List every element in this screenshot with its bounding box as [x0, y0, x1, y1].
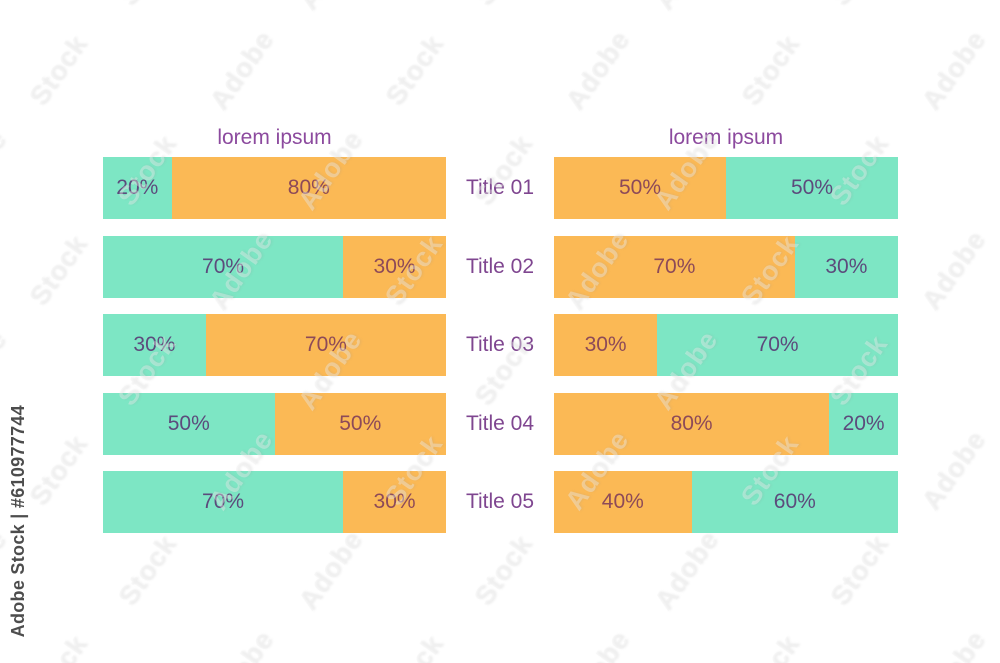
watermark-tile: Stock: [735, 29, 805, 111]
bar-segment-orange: 80%: [171, 157, 446, 219]
bar-segment-orange: 80%: [554, 392, 830, 455]
segment-value-label: 70%: [202, 490, 245, 513]
segment-value-label: 20%: [116, 176, 159, 199]
row-label: Title 01: [465, 176, 535, 199]
watermark-tile: Adobe: [203, 25, 279, 116]
segment-value-label: 40%: [601, 490, 644, 513]
bar-row: 80% 20%: [554, 392, 898, 455]
watermark-tile: Adobe: [915, 25, 991, 116]
left-chart-title: lorem ipsum: [217, 126, 332, 149]
segment-value-label: 30%: [373, 490, 416, 513]
watermark-tile: Adobe: [559, 625, 635, 663]
bar-segment-orange: 30%: [554, 314, 658, 376]
bar-row: 30% 70%: [554, 314, 898, 376]
watermark-tile: Adobe: [915, 425, 991, 516]
watermark-tile: Adobe: [292, 525, 368, 616]
watermark-tile: Stock: [735, 629, 805, 663]
bar-row: 20% 80%: [103, 157, 446, 219]
watermark-tile: Adobe: [292, 0, 368, 16]
segment-value-label: 60%: [773, 490, 816, 513]
segment-value-label: 80%: [670, 411, 713, 435]
bar-segment-teal: 30%: [794, 235, 898, 298]
segment-value-label: 70%: [653, 254, 696, 278]
bar-segment-orange: 30%: [343, 471, 446, 533]
bar-segment-teal: 50%: [103, 392, 275, 455]
row-labels-column: Title 01 Title 02 Title 03 Title 04 Title 05: [446, 157, 554, 533]
watermark-tile: Stock: [824, 0, 894, 12]
bar-segment-orange: 70%: [554, 235, 795, 298]
watermark-tile: Adobe: [915, 625, 991, 663]
watermark-tile: Adobe: [559, 25, 635, 116]
bar-segment-orange: 40%: [554, 471, 692, 533]
bar-segment-teal: 70%: [103, 235, 344, 298]
watermark-tile: Adobe: [648, 0, 724, 16]
watermark-tile: Stock: [112, 529, 182, 611]
row-label: Title 05: [465, 490, 535, 513]
segment-value-label: 70%: [304, 333, 347, 356]
watermark-tile: Stock: [23, 429, 93, 511]
bar-row: 50% 50%: [554, 157, 898, 219]
watermark-tile: Stock: [23, 229, 93, 311]
bar-segment-teal: 60%: [691, 471, 898, 533]
bar-segment-orange: 70%: [205, 314, 446, 376]
watermark-tile: Adobe: [0, 125, 12, 216]
bar-segment-teal: 20%: [829, 392, 898, 455]
segment-value-label: 30%: [373, 254, 416, 278]
bar-row: 70% 30%: [103, 471, 446, 533]
segment-value-label: 20%: [842, 411, 885, 435]
watermark-tile: Adobe: [203, 625, 279, 663]
bar-segment-orange: 50%: [554, 157, 726, 219]
bar-segment-teal: 20%: [103, 157, 172, 219]
bar-segment-orange: 50%: [274, 392, 446, 455]
segment-value-label: 30%: [584, 333, 627, 356]
right-bar-chart: 50% 50% 70% 30% 30% 70% 80% 20% 40% 60%: [554, 157, 898, 533]
bar-row: 30% 70%: [103, 314, 446, 376]
watermark-tile: Adobe: [648, 525, 724, 616]
watermark-tile: Stock: [468, 529, 538, 611]
segment-value-label: 70%: [202, 254, 245, 278]
row-label: Title 02: [465, 254, 535, 278]
watermark-tile: Stock: [379, 629, 449, 663]
segment-value-label: 50%: [618, 176, 662, 199]
watermark-tile: Stock: [23, 29, 93, 111]
stock-id-watermark: Adobe Stock | #610977744: [8, 404, 28, 637]
bar-row: 70% 30%: [103, 235, 446, 298]
bar-row: 40% 60%: [554, 471, 898, 533]
watermark-tile: Adobe: [0, 0, 13, 16]
segment-value-label: 30%: [825, 254, 868, 278]
bar-segment-orange: 30%: [343, 235, 446, 298]
segment-value-label: 70%: [756, 333, 799, 356]
watermark-tile: Stock: [112, 0, 182, 12]
watermark-tile: Adobe: [915, 225, 991, 316]
bar-row: 70% 30%: [554, 235, 898, 298]
bar-segment-teal: 50%: [726, 157, 898, 219]
row-label: Title 04: [465, 411, 535, 435]
watermark-tile: Adobe: [0, 325, 12, 416]
bar-row: 50% 50%: [103, 392, 446, 455]
bar-segment-teal: 70%: [657, 314, 898, 376]
right-chart-title: lorem ipsum: [668, 126, 784, 149]
segment-value-label: 50%: [790, 176, 834, 199]
watermark-tile: Stock: [379, 29, 449, 111]
segment-value-label: 50%: [167, 411, 210, 435]
watermark-tile: Stock: [824, 529, 894, 611]
segment-value-label: 80%: [287, 176, 330, 199]
watermark-tile: Stock: [468, 0, 538, 12]
bar-segment-teal: 30%: [103, 314, 206, 376]
segment-value-label: 30%: [133, 333, 176, 356]
row-label: Title 03: [465, 333, 535, 356]
segment-value-label: 50%: [339, 411, 382, 435]
bar-segment-teal: 70%: [103, 471, 344, 533]
watermark-tile: Stock: [23, 629, 93, 663]
left-bar-chart: 20% 80% 70% 30% 30% 70% 50% 50% 70% 30%: [103, 157, 446, 533]
